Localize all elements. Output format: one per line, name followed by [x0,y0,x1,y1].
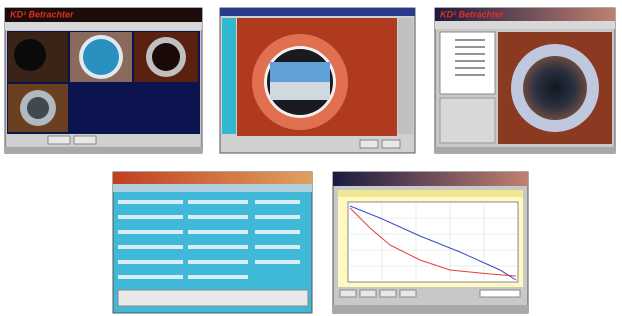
button[interactable] [380,290,396,297]
screenshot-5 [333,172,528,313]
button[interactable] [382,140,400,148]
button[interactable] [360,140,378,148]
screenshot-4 [113,172,312,313]
screenshot-3: KD² Betrachter [435,8,615,153]
screenshot-2 [220,8,415,153]
button[interactable] [48,136,70,144]
window-title: KD² Betrachter [440,9,504,19]
window-title: KD² Betrachter [10,9,74,19]
screenshot-1: KD² Betrachter [5,8,202,153]
button[interactable] [340,290,356,297]
button[interactable] [74,136,96,144]
button[interactable] [360,290,376,297]
button[interactable] [400,290,416,297]
collage: KD² Betrachter KD² Betrachter [0,0,622,316]
